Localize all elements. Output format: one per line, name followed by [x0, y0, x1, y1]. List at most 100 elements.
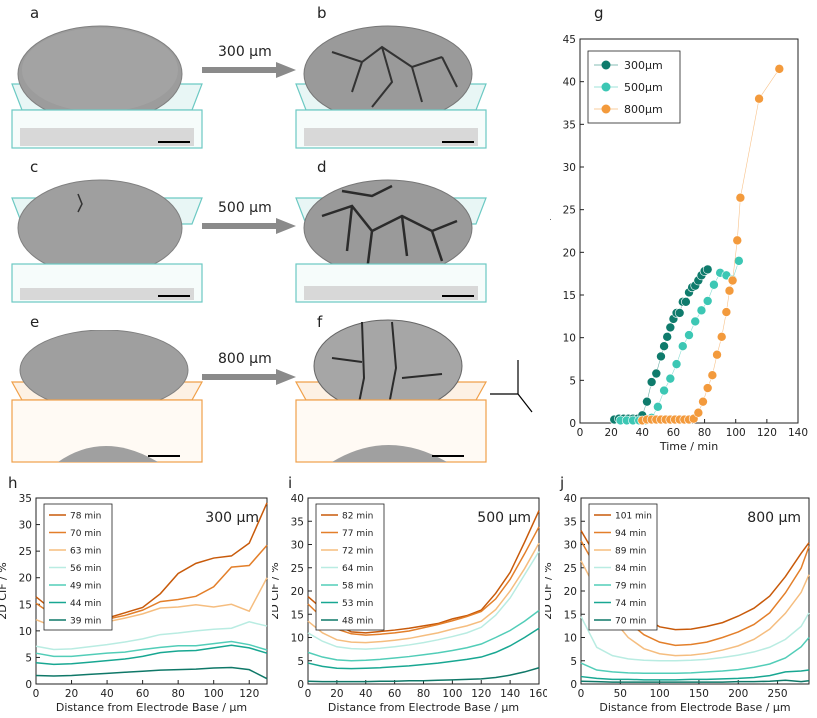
series-line-3: [35, 621, 268, 651]
data-point: [651, 368, 662, 379]
x-axis-label: Distance from Electrode Base / µm: [56, 701, 247, 714]
legend-label: 89 min: [615, 547, 646, 557]
x-tick-label: 60: [388, 688, 401, 700]
y-axis-label: 2D CIF / %: [272, 562, 281, 619]
data-point: [709, 279, 719, 290]
data-point: [702, 383, 713, 393]
panel-label-d: d: [317, 158, 327, 176]
series-line-3: [307, 551, 540, 650]
y-tick-label: 10: [291, 633, 304, 645]
y-tick-label: 30: [291, 540, 304, 552]
data-point: [665, 322, 676, 333]
y-tick-label: 5: [570, 656, 577, 668]
y-tick-label: 45: [563, 34, 576, 46]
series-line-5: [580, 669, 810, 681]
tomography-render-b: [295, 25, 487, 149]
chart-i-2d-cif-500: 0 20 40 60 80 100 120 140 1600510152025303540Dis…: [272, 493, 547, 714]
x-tick-label: 20: [604, 427, 617, 439]
arrow-label-800: 800 µm: [218, 351, 272, 367]
y-axis-label: 3D CIF / %: [550, 202, 553, 259]
y-tick-label: 25: [291, 563, 304, 575]
y-tick-label: 35: [19, 493, 32, 505]
arrow-label-300: 300 µm: [218, 44, 272, 60]
x-tick-label: 20: [65, 688, 78, 700]
data-point: [662, 332, 672, 342]
x-tick-label: 100: [204, 688, 224, 700]
data-point: [698, 396, 708, 407]
chart-h-2d-cif-300: 0 20 40 60 80 100 120 0 5 10 15 20 25 30 35 Distance fr…: [0, 493, 268, 714]
y-tick-label: 35: [564, 516, 577, 528]
data-point: [693, 407, 704, 418]
data-point: [735, 192, 746, 203]
y-tick-label: 40: [291, 493, 304, 505]
plot-frame: [35, 497, 268, 685]
legend-label: 48 min: [342, 617, 373, 627]
y-tick-label: 0: [570, 679, 577, 691]
y-tick-label: 40: [563, 77, 576, 89]
x-tick-label: 200: [728, 688, 748, 700]
data-point: [684, 330, 694, 340]
data-point: [665, 373, 676, 384]
x-tick-label: 0: [305, 688, 312, 700]
y-tick-label: 30: [564, 540, 577, 552]
arrow-icon: [202, 218, 296, 234]
data-point: [642, 396, 652, 407]
y-axis-label: 2D CIF / %: [545, 562, 554, 619]
x-tick-label: 150: [689, 688, 709, 700]
y-tick-label: 40: [564, 493, 577, 505]
x-tick-label: 100: [726, 427, 746, 439]
y-tick-label: 20: [563, 247, 576, 259]
y-tick-label: 30: [19, 520, 32, 532]
y-tick-label: 15: [291, 609, 304, 621]
series-line-5: [35, 644, 268, 666]
x-tick-label: 0: [577, 427, 584, 439]
legend-label: 49 min: [70, 582, 101, 592]
panel-label-h: h: [8, 474, 18, 492]
legend-label: 84 min: [615, 564, 646, 574]
legend-label: 77 min: [342, 529, 373, 539]
data-point: [671, 359, 682, 369]
panel-label-i: i: [288, 474, 293, 492]
x-tick-label: 100: [650, 688, 670, 700]
x-tick-label: 60: [136, 688, 149, 700]
x-tick-label: 250: [768, 688, 788, 700]
legend-label: 74 min: [615, 599, 646, 609]
data-point: [656, 351, 666, 362]
data-point: [702, 264, 713, 275]
legend-label: 101 min: [615, 512, 652, 522]
chart-title: 800 µm: [747, 510, 801, 526]
x-tick-label: 40: [359, 688, 372, 700]
x-axis-label: Distance from Electrode Base / µm: [599, 701, 790, 714]
series-line-6: [580, 679, 810, 683]
x-tick-label: 0: [578, 688, 585, 700]
x-tick-label: 40: [100, 688, 113, 700]
legend-label: 500µm: [624, 81, 663, 94]
y-tick-label: 0: [25, 679, 32, 691]
data-point: [681, 297, 691, 307]
y-tick-label: 25: [19, 546, 32, 558]
tomography-render-f: [294, 319, 488, 463]
legend-label: 78 min: [70, 512, 101, 522]
x-tick-label: 0: [33, 688, 40, 700]
x-axis-label: Distance from Electrode Base / µm: [328, 701, 519, 714]
chart-j-2d-cif-800: 0 50 100 150 200 250 0 5 10 15 20 25 30 35 40 Distance …: [545, 493, 810, 714]
series-line-4: [35, 640, 268, 658]
data-point: [721, 307, 732, 317]
legend-label: 94 min: [615, 529, 646, 539]
y-tick-label: 10: [564, 633, 577, 645]
legend-label: 63 min: [70, 547, 101, 557]
series-line-6: [35, 666, 268, 680]
legend-label: 39 min: [70, 617, 101, 627]
y-tick-label: 35: [563, 119, 576, 131]
data-point: [754, 93, 764, 104]
data-point: [659, 385, 669, 396]
legend-label: 300µm: [624, 59, 663, 72]
data-point: [677, 341, 688, 352]
legend-marker: [601, 60, 611, 70]
data-point: [690, 316, 701, 327]
series-line-5: [307, 627, 540, 670]
chart-g-3d-cif: 0 20 40 60 80 100 120 140 0 5 10 15 20 25 30 35 40 45 Time…: [550, 34, 808, 453]
y-tick-label: 10: [563, 333, 576, 345]
y-tick-label: 15: [564, 609, 577, 621]
data-point: [732, 235, 743, 246]
